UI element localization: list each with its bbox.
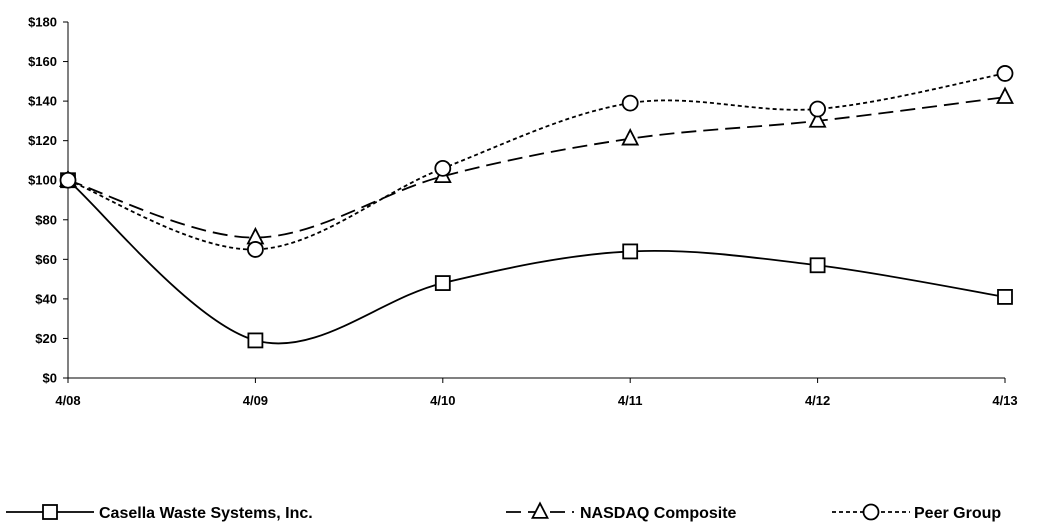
legend-label: Casella Waste Systems, Inc. <box>99 505 313 522</box>
x-tick-label: 4/08 <box>55 393 80 408</box>
legend-label: Peer Group <box>914 505 1001 522</box>
series-2-point <box>996 65 1014 82</box>
x-tick-label: 4/09 <box>243 393 268 408</box>
x-tick-label: 4/12 <box>805 393 830 408</box>
series-0-point <box>622 243 639 260</box>
series-2-point <box>59 171 77 189</box>
series-1-point <box>996 86 1014 104</box>
series-1-point <box>621 128 640 146</box>
x-tick-label: 4/13 <box>992 393 1017 408</box>
series-1-point <box>808 110 827 128</box>
y-tick-label: $60 <box>35 252 57 267</box>
y-tick-label: $0 <box>43 371 57 386</box>
series-0-point <box>434 275 451 291</box>
series-line-0 <box>67 179 1006 345</box>
series-0-point <box>809 257 826 274</box>
legend-marker <box>862 503 880 521</box>
series-2-point <box>621 94 639 112</box>
y-tick-label: $20 <box>35 331 57 346</box>
legend-marker <box>42 504 58 520</box>
y-tick-label: $180 <box>28 15 57 30</box>
x-axis: 4/08 4/09 4/10 4/11 4/12 4/13 <box>55 377 1018 408</box>
legend-item: NASDAQ Composite <box>506 501 737 522</box>
y-tick-label: $80 <box>35 212 57 227</box>
series-0-point <box>247 332 264 349</box>
y-axis: $0 $20 $40 $60 $80 $100 $120 $140 $160 $180 <box>28 15 69 386</box>
legend-marker <box>531 501 549 519</box>
y-tick-label: $100 <box>28 173 57 188</box>
legend: Casella Waste Systems, Inc. NASDAQ Compos… <box>6 501 1001 522</box>
x-tick-label: 4/11 <box>618 393 643 408</box>
legend-item: Casella Waste Systems, Inc. <box>6 504 313 522</box>
series-2-point <box>809 100 826 118</box>
legend-label: NASDAQ Composite <box>580 505 737 522</box>
y-tick-label: $160 <box>28 54 57 69</box>
y-tick-label: $140 <box>28 94 57 109</box>
series-2-point <box>246 241 264 258</box>
legend-item: Peer Group <box>832 503 1001 522</box>
x-tick-label: 4/10 <box>430 393 455 408</box>
series-2-point <box>434 159 452 177</box>
series-0-point <box>997 289 1013 305</box>
series-line-1 <box>67 96 1006 239</box>
plot-area <box>59 65 1014 349</box>
series-line-2 <box>67 72 1006 251</box>
y-tick-label: $40 <box>35 291 57 306</box>
y-tick-label: $120 <box>28 133 57 148</box>
markers <box>59 65 1014 349</box>
